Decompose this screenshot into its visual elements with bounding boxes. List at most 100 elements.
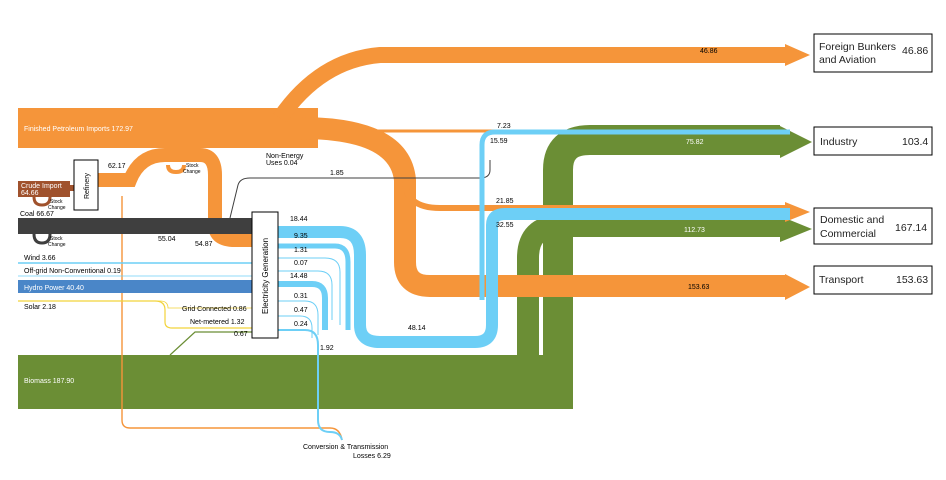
value-935: 9.35	[294, 233, 308, 240]
non-energy-label: Non-Energy	[266, 153, 304, 160]
elec-losses	[278, 329, 343, 441]
value-11273: 112.73	[684, 227, 705, 234]
petroleum-flows	[18, 44, 810, 441]
value-4814: 48.14	[408, 325, 426, 332]
coal-band	[18, 218, 252, 234]
sector-domestic: Domestic and Commercial 167.14	[813, 207, 933, 245]
domestic-arrow-green	[780, 216, 812, 242]
coal-stock-label-2: Change	[48, 242, 66, 248]
value-6217: 62.17	[108, 163, 126, 170]
petroleum-to-domestic	[402, 179, 785, 211]
crude-import-box	[18, 181, 70, 197]
renewable-inputs	[18, 262, 252, 329]
coal-flows	[18, 160, 491, 245]
sector-name-1b: and Aviation	[819, 54, 876, 66]
petroleum-to-bunkers	[273, 47, 785, 123]
non-energy-label-2: Uses 0.04	[266, 160, 298, 167]
value-1448: 14.48	[290, 273, 308, 280]
grid-connected-label: Grid Connected 0.86	[182, 306, 247, 313]
sector-name-4: Transport	[819, 274, 864, 286]
hydro-band	[18, 280, 252, 293]
value-3255: 32.55	[496, 222, 514, 229]
value-024: 0.24	[294, 321, 308, 328]
sector-transport: Transport 153.63	[813, 265, 933, 295]
sector-value-3: 167.14	[895, 222, 927, 234]
hydro-label: Hydro Power 40.40	[24, 285, 84, 292]
crude-stock-label: Stock	[50, 199, 63, 205]
elec-sub-1	[278, 243, 351, 330]
sector-name-1: Foreign Bunkers	[819, 41, 896, 53]
biomass-to-electricity	[169, 331, 252, 356]
elec-sub-2	[278, 257, 341, 325]
finished-petroleum-label: Finished Petroleum Imports 172.97	[24, 126, 133, 133]
value-1559: 15.59	[490, 138, 508, 145]
refinery-losses	[121, 196, 343, 441]
solar-line	[18, 300, 252, 329]
elec-to-industry	[479, 129, 790, 300]
domestic-arrow-orange	[785, 202, 810, 222]
value-047: 0.47	[294, 307, 308, 314]
crude-stock-label-2: Change	[48, 205, 66, 211]
refinery-stock-label-2: Change	[183, 169, 201, 175]
value-031: 0.31	[294, 293, 308, 300]
crude-value-label: 64.66	[21, 190, 39, 197]
sector-name-2: Industry	[820, 136, 858, 148]
elec-to-domestic	[278, 208, 790, 348]
sector-value-2: 103.4	[902, 136, 928, 148]
wind-label: Wind 3.66	[24, 255, 56, 262]
value-15363: 153.63	[688, 284, 710, 291]
refinery-node	[73, 159, 99, 211]
elec-sub-6	[278, 315, 313, 338]
coal-label: Coal 66.67	[20, 211, 54, 218]
value-4686: 46.86	[700, 48, 718, 55]
value-185: 1.85	[330, 170, 344, 177]
sector-industry: Industry 103.4	[813, 126, 933, 156]
value-2185: 21.85	[496, 198, 514, 205]
transport-arrow	[785, 274, 810, 300]
petroleum-import-band	[18, 108, 318, 148]
sector-value-4: 153.63	[896, 274, 928, 286]
crude-import-label: Crude Import	[21, 183, 62, 190]
value-131: 1.31	[294, 247, 308, 254]
coal-stock-label: Stock	[50, 236, 63, 242]
biomass-label: Biomass 187.90	[24, 378, 74, 385]
value-5487: 54.87	[195, 241, 213, 248]
electricity-generation-label: Electricity Generation	[261, 238, 270, 314]
net-metered-label: Net-metered 1.32	[190, 319, 245, 326]
electricity-generation-node	[251, 211, 279, 339]
electricity-flows	[278, 129, 790, 441]
elec-sub-5	[278, 300, 319, 335]
biomass-band	[18, 355, 558, 409]
offgrid-label: Off-grid Non-Conventional 0.19	[24, 268, 121, 275]
solar-grid-line	[155, 300, 252, 309]
bunkers-arrow	[785, 44, 810, 66]
sector-name-3: Domestic and	[820, 214, 884, 226]
sector-value-1: 46.86	[902, 45, 928, 57]
value-723: 7.23	[497, 123, 511, 130]
stock-loop	[166, 164, 186, 175]
elec-sub-3	[278, 270, 333, 320]
solar-label: Solar 2.18	[24, 304, 56, 311]
elec-sub-4	[278, 281, 328, 330]
value-067: 0.67	[234, 331, 248, 338]
coal-to-industry	[229, 160, 491, 219]
value-5504: 55.04	[158, 236, 176, 243]
value-192: 1.92	[320, 345, 334, 352]
biomass-to-industry	[543, 125, 780, 409]
conversion-losses-label-2: Losses 6.29	[353, 453, 391, 460]
refinery-stock-label: Stock	[186, 163, 199, 169]
sector-foreign-bunkers: Foreign Bunkers and Aviation 46.86	[813, 33, 933, 73]
conversion-losses-label: Conversion & Transmission	[303, 444, 388, 451]
crude-flows	[18, 181, 74, 207]
refinery-to-products	[98, 148, 252, 247]
value-007: 0.07	[294, 260, 308, 267]
biomass-flows	[18, 125, 812, 409]
refinery-label: Refinery	[84, 172, 91, 199]
coal-stock-loop	[32, 233, 52, 245]
sector-name-3b: Commercial	[820, 228, 876, 240]
value-7582: 75.82	[686, 139, 704, 146]
crude-stock-loop	[32, 196, 52, 207]
value-1844: 18.44	[290, 216, 308, 223]
